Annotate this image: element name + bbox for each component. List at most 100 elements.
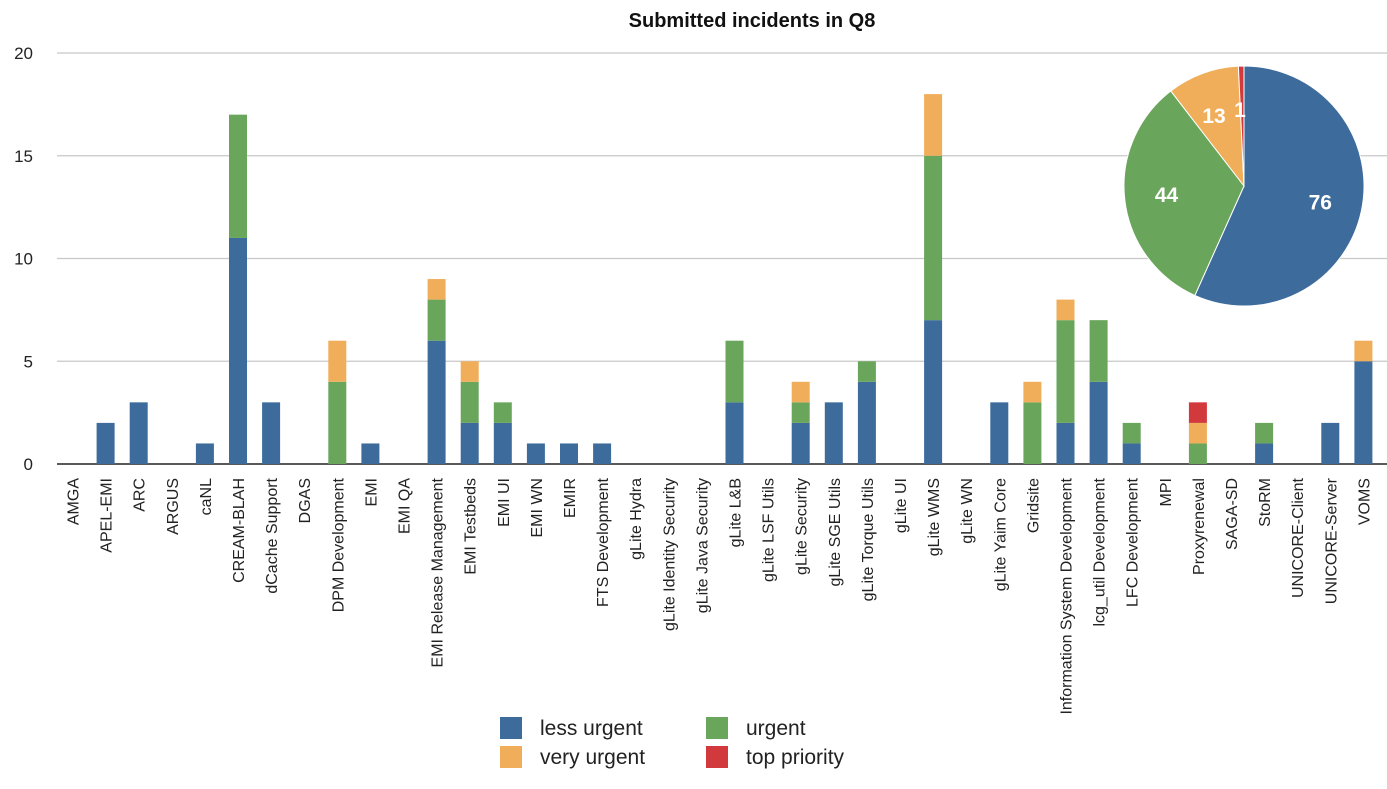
x-tick-label: gLite LSF Utils — [761, 478, 778, 582]
x-tick-label: CREAM-BLAH — [231, 478, 248, 583]
x-tick-label: caNL — [198, 478, 215, 515]
pie-data-label: 1 — [1234, 99, 1246, 122]
x-tick-label: StoRM — [1257, 478, 1274, 527]
bar-segment-less-urgent — [1122, 443, 1141, 464]
x-tick-label: FTS Development — [595, 477, 612, 606]
x-tick-label: gLite Java Security — [694, 478, 711, 613]
bar-segment-less-urgent — [824, 402, 843, 464]
x-tick-label: gLite Torque Utils — [860, 478, 877, 601]
x-tick-label: gLite Hydra — [628, 478, 645, 560]
bar-segment-urgent — [857, 361, 876, 382]
bar-segment-urgent — [791, 402, 810, 423]
y-tick-label: 10 — [14, 250, 33, 269]
bar-segment-less-urgent — [129, 402, 148, 464]
bar-segment-very-urgent — [924, 94, 943, 156]
bar-segment-less-urgent — [229, 237, 247, 464]
x-tick-label: DGAS — [297, 478, 314, 523]
x-tick-label: UNICORE-Client — [1290, 477, 1307, 598]
bar-segment-urgent — [493, 402, 512, 423]
bar-segment-less-urgent — [593, 443, 612, 464]
legend-swatch — [500, 717, 522, 739]
pie-data-label: 44 — [1155, 184, 1179, 207]
legend-swatch — [706, 746, 728, 768]
x-tick-label: gLite Security — [794, 478, 811, 575]
bar-segment-urgent — [460, 381, 479, 423]
pie-chart: 76 44 13 1 — [1123, 65, 1365, 307]
bar-segment-less-urgent — [262, 402, 281, 464]
x-tick-label: EMI WN — [529, 478, 546, 538]
bar-segment-urgent — [328, 381, 347, 464]
bar-segment-urgent — [229, 114, 247, 238]
x-tick-label: APEL-EMI — [99, 478, 116, 553]
y-tick-label: 0 — [24, 455, 33, 474]
bar-segment-very-urgent — [791, 381, 810, 403]
x-tick-label: gLite WMS — [926, 478, 943, 556]
bar-segment-urgent — [1089, 320, 1108, 382]
legend-swatch — [706, 717, 728, 739]
bar-segment-urgent — [1122, 422, 1141, 444]
bar-segment-less-urgent — [1089, 381, 1108, 464]
legend-label: top priority — [746, 746, 845, 769]
x-tick-label: ARC — [132, 478, 149, 512]
legend: less urgent urgent very urgent top priority — [500, 717, 845, 769]
bar-segment-urgent — [1255, 422, 1274, 444]
bar-segment-less-urgent — [1056, 422, 1075, 464]
y-axis-ticks: 0 5 10 15 20 — [14, 44, 33, 474]
x-tick-label: gLite SGE Utils — [827, 478, 844, 586]
x-tick-label: Information System Development — [1059, 477, 1076, 714]
x-tick-label: Proxyrenewal — [1191, 478, 1208, 575]
bars — [96, 94, 1373, 464]
x-axis-ticks: AMGA APEL-EMI ARC ARGUS caNL CREAM-BLAH dCache… — [66, 477, 1374, 714]
legend-label: urgent — [746, 717, 806, 740]
bar-segment-very-urgent — [427, 279, 446, 300]
x-tick-label: VOMS — [1356, 478, 1373, 525]
x-tick-label: EMI UI — [496, 478, 513, 527]
x-tick-label: AMGA — [66, 478, 83, 525]
bar-segment-top-priority — [1188, 402, 1207, 423]
bar-segment-less-urgent — [924, 320, 943, 464]
bar-segment-less-urgent — [791, 422, 810, 464]
x-tick-label: lcg_util Development — [1092, 477, 1109, 626]
bar-segment-urgent — [924, 155, 943, 321]
legend-swatch — [500, 746, 522, 768]
legend-label: less urgent — [540, 717, 643, 740]
x-tick-label: SAGA-SD — [1224, 478, 1241, 550]
bar-segment-less-urgent — [96, 422, 115, 464]
pie-slice-urgent — [1123, 90, 1245, 297]
bar-segment-very-urgent — [1056, 299, 1075, 321]
bar-segment-less-urgent — [427, 340, 446, 464]
x-tick-label: DPM Development — [330, 477, 347, 612]
bar-segment-less-urgent — [460, 422, 479, 464]
x-tick-label: gLite L&B — [728, 478, 745, 547]
bar-segment-less-urgent — [1321, 422, 1340, 464]
bar-segment-very-urgent — [460, 361, 479, 382]
bar-segment-urgent — [427, 299, 446, 341]
x-tick-label: MPI — [1158, 478, 1175, 506]
x-tick-label: gLite WN — [959, 478, 976, 544]
y-tick-label: 5 — [24, 352, 33, 371]
bar-segment-very-urgent — [1354, 340, 1373, 362]
x-tick-label: dCache Support — [264, 477, 281, 593]
x-tick-label: gLite UI — [893, 478, 910, 533]
bar-segment-very-urgent — [1023, 381, 1042, 403]
bar-segment-less-urgent — [1255, 443, 1274, 464]
x-tick-label: ARGUS — [165, 478, 182, 535]
bar-segment-less-urgent — [725, 402, 744, 464]
bar-segment-urgent — [1023, 402, 1042, 464]
bar-segment-less-urgent — [990, 402, 1009, 464]
pie-data-label: 13 — [1202, 105, 1225, 128]
bar-segment-less-urgent — [526, 443, 545, 464]
bar-segment-less-urgent — [857, 381, 876, 464]
x-tick-label: gLite Yaim Core — [992, 478, 1009, 591]
pie-data-label: 76 — [1309, 191, 1332, 214]
bar-segment-less-urgent — [493, 422, 512, 464]
x-tick-label: EMI Release Management — [430, 477, 447, 667]
bar-segment-urgent — [1056, 320, 1075, 423]
x-tick-label: LFC Development — [1125, 477, 1142, 607]
bar-segment-urgent — [725, 340, 744, 403]
y-tick-label: 15 — [14, 147, 33, 166]
x-tick-label: EMIR — [562, 478, 579, 518]
bar-segment-less-urgent — [361, 443, 380, 464]
